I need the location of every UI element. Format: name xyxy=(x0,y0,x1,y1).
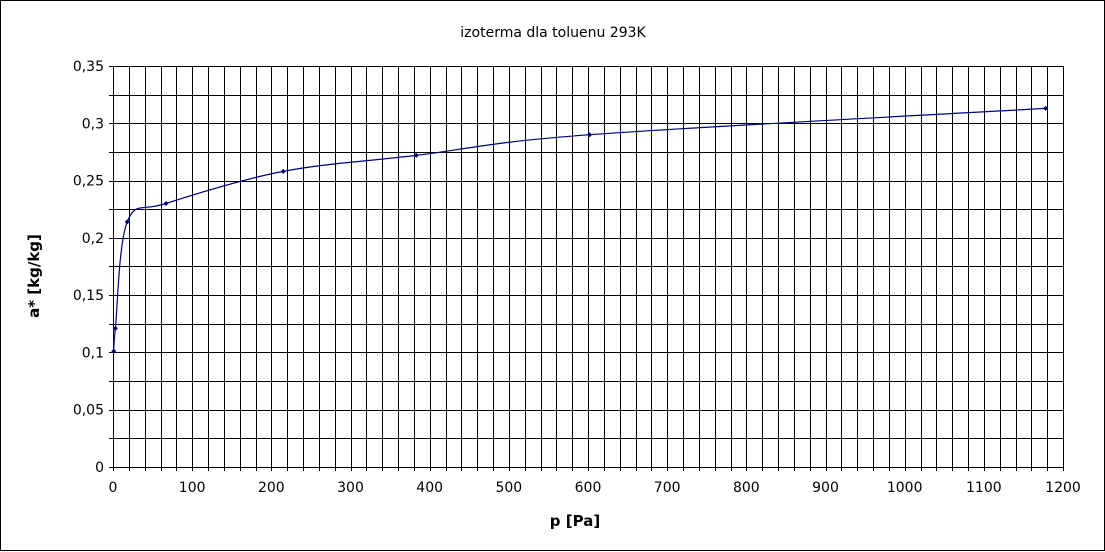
y-tick-label: 0,35 xyxy=(73,59,104,75)
series-line xyxy=(113,107,1046,352)
y-tick-label: 0 xyxy=(95,460,104,476)
y-tick-label: 0,05 xyxy=(73,403,104,419)
x-tick-label: 700 xyxy=(654,480,681,496)
data-point xyxy=(280,168,286,174)
data-point xyxy=(163,200,169,206)
x-tick-label: 300 xyxy=(337,480,364,496)
x-tick-label: 1000 xyxy=(887,480,923,496)
data-point xyxy=(124,219,130,225)
x-tick-label: 400 xyxy=(416,480,443,496)
y-tick-label: 0,2 xyxy=(82,231,104,247)
x-axis-label: p [Pa] xyxy=(550,512,600,530)
x-tick-label: 100 xyxy=(179,480,206,496)
data-point xyxy=(413,152,419,158)
y-axis-label: a* [kg/kg] xyxy=(25,234,43,318)
x-tick-label: 1200 xyxy=(1045,480,1081,496)
y-tick-label: 0,3 xyxy=(82,116,104,132)
x-tick-label: 900 xyxy=(812,480,839,496)
x-tick-labels: 0 100 200 300 400 500 600 700 800 900 1000 1100 1200 xyxy=(109,480,1081,496)
data-point xyxy=(112,325,118,331)
data-point xyxy=(111,348,117,354)
y-tick-label: 0,1 xyxy=(82,345,104,361)
series-layer xyxy=(111,105,1049,354)
grid-layer xyxy=(109,66,1064,471)
x-tick-label: 200 xyxy=(258,480,285,496)
data-point xyxy=(1043,105,1049,111)
x-tick-label: 600 xyxy=(575,480,602,496)
y-tick-label: 0,15 xyxy=(73,288,104,304)
data-point xyxy=(587,132,593,138)
chart-title: izoterma dla toluenu 293K xyxy=(460,25,646,41)
y-tick-labels: 0 0,05 0,1 0,15 0,2 0,25 0,3 0,35 xyxy=(73,59,104,476)
x-tick-label: 0 xyxy=(109,480,118,496)
x-tick-label: 800 xyxy=(733,480,760,496)
y-tick-label: 0,25 xyxy=(73,174,104,190)
x-tick-label: 500 xyxy=(495,480,522,496)
x-tick-label: 1100 xyxy=(966,480,1002,496)
